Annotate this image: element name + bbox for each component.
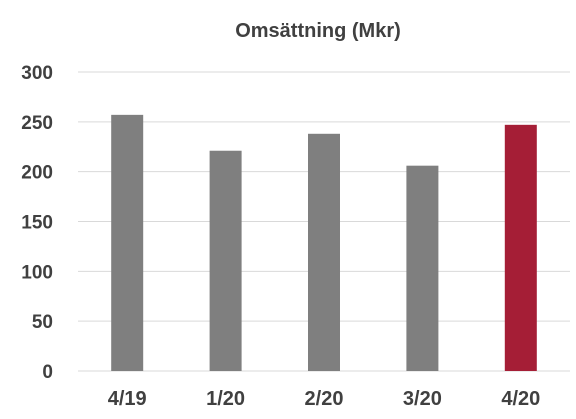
y-tick-label: 50 (32, 312, 53, 333)
y-tick-label: 150 (21, 213, 53, 234)
y-axis-tick-labels: 0 50 100 150 200 250 300 (21, 63, 53, 383)
y-tick-label: 0 (42, 362, 53, 383)
y-tick-label: 200 (21, 163, 53, 184)
y-tick-label: 300 (21, 63, 53, 84)
x-axis-tick-labels: 4/19 1/20 2/20 3/20 4/20 (108, 388, 541, 410)
y-tick-label: 100 (21, 262, 53, 283)
x-tick-label: 4/19 (108, 388, 147, 410)
x-tick-label: 1/20 (206, 388, 245, 410)
bar-3-20 (406, 165, 439, 371)
x-tick-label: 4/20 (501, 388, 540, 410)
bar-2-20 (308, 133, 340, 371)
x-tick-label: 3/20 (403, 388, 442, 410)
bar-4-20 (504, 124, 537, 371)
x-tick-label: 2/20 (305, 388, 344, 410)
bar-1-20 (209, 150, 242, 371)
y-tick-label: 250 (21, 113, 53, 134)
bar-4-19 (111, 114, 144, 372)
chart-title: Omsättning (Mkr) (235, 20, 401, 42)
bars (111, 114, 537, 372)
